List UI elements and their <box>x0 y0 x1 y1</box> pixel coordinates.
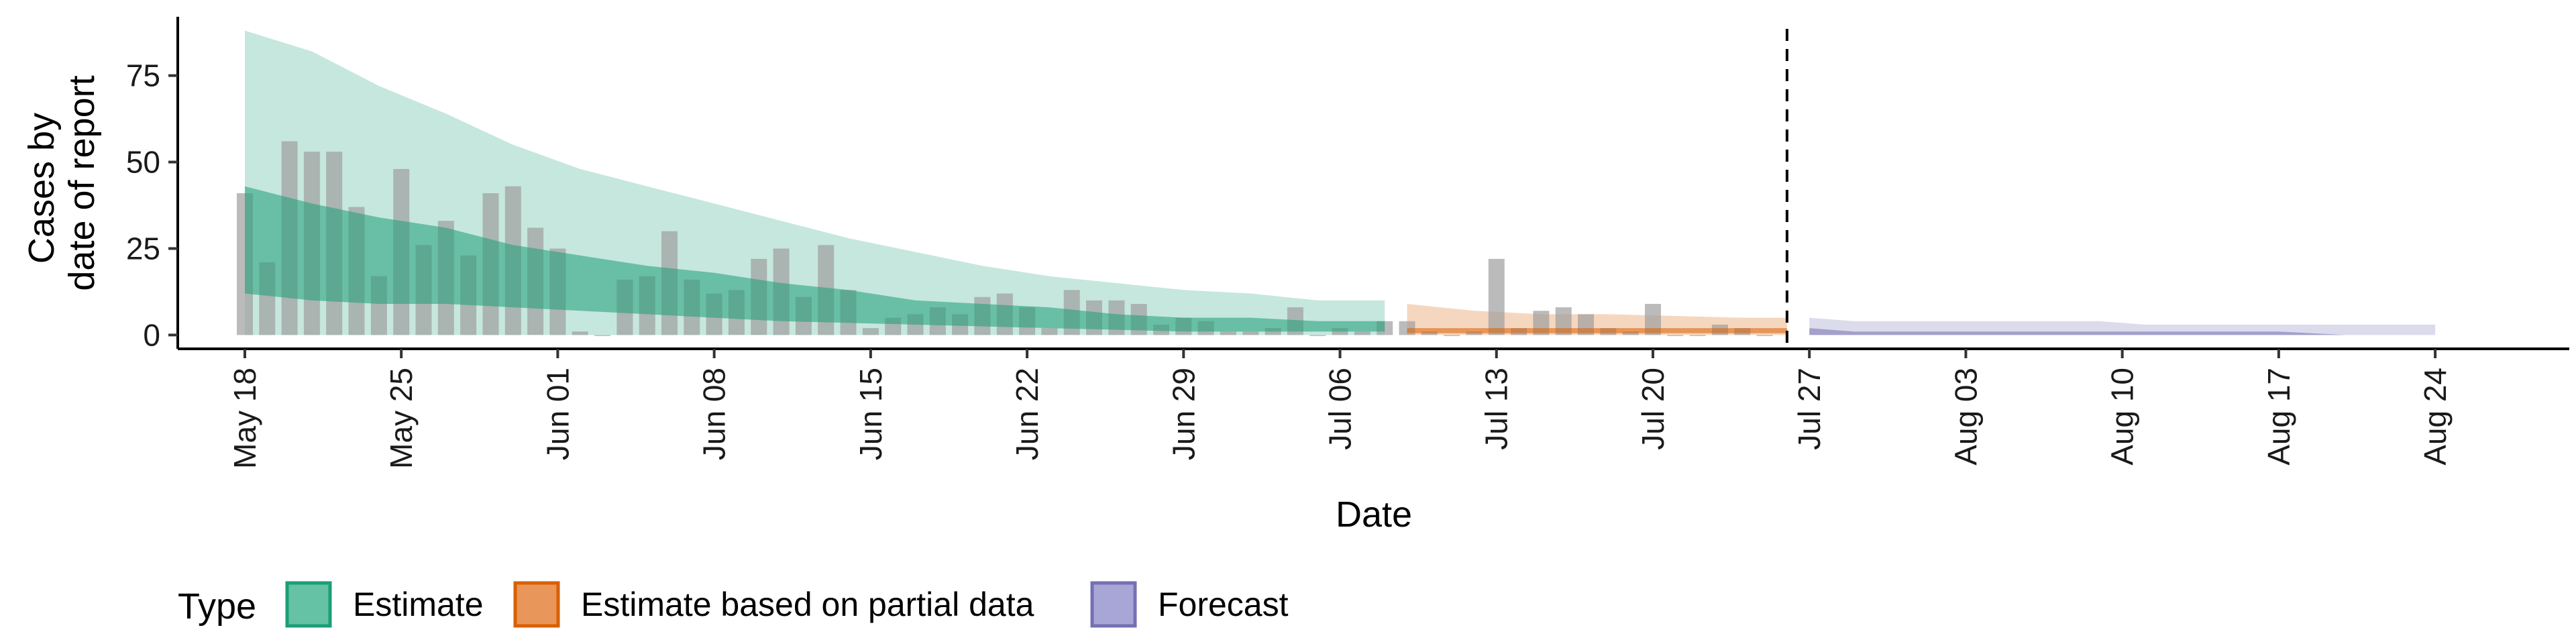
y-axis-title-line-1: Cases by <box>21 113 62 264</box>
legend-item-estimate: Estimate <box>285 581 484 628</box>
x-tick-label: Aug 17 <box>2261 368 2296 466</box>
case-bar <box>1488 258 1505 335</box>
case-bar <box>594 335 610 336</box>
legend-label: Estimate <box>353 586 484 623</box>
case-bar <box>1622 331 1639 335</box>
y-tick-label: 25 <box>126 231 160 266</box>
case-bar <box>1242 331 1259 335</box>
x-tick-label: Jul 13 <box>1479 368 1514 450</box>
x-tick-label: Jul 06 <box>1323 368 1358 450</box>
y-tick-label: 0 <box>143 317 160 352</box>
x-tick-label: May 25 <box>384 368 419 469</box>
legend-item-estimate-based-on-partial-data: Estimate based on partial data <box>513 581 1034 628</box>
case-bar <box>1466 331 1483 335</box>
x-tick-label: Jul 27 <box>1792 368 1827 450</box>
case-bar <box>1689 335 1706 336</box>
y-axis-title-line-2: date of report <box>62 75 102 290</box>
ribbon-inner-estimate-based-on-partial-data <box>1407 328 1787 333</box>
x-tick-label: Aug 03 <box>1948 368 1983 466</box>
legend-swatch <box>1090 581 1137 628</box>
case-bar <box>1756 335 1773 336</box>
axes: 0 25 50 75 May 18 May 25 Jun 01 Jun 08 Jun 15 Ju… <box>126 17 2569 469</box>
case-bar <box>1332 328 1348 335</box>
y-ticks: 0 25 50 75 <box>126 58 178 352</box>
legend: Type Estimate Estimate based on partial d… <box>178 581 1289 628</box>
x-tick-label: Aug 10 <box>2105 368 2140 466</box>
case-bar <box>1444 335 1460 336</box>
ribbons-inner <box>245 186 2436 335</box>
ribbon-outer-forecast <box>1809 317 2436 335</box>
case-bar <box>1354 331 1371 335</box>
case-bar <box>1309 335 1326 336</box>
case-bar <box>572 331 588 335</box>
x-tick-label: Jun 22 <box>1010 368 1044 460</box>
legend-swatch <box>513 581 560 628</box>
x-tick-label: Aug 24 <box>2418 368 2453 466</box>
x-tick-label: May 18 <box>227 368 262 469</box>
legend-title: Type <box>178 586 256 627</box>
x-tick-label: Jun 15 <box>853 368 888 460</box>
x-tick-label: Jun 01 <box>540 368 575 460</box>
y-axis-title: Cases by date of report <box>21 75 102 290</box>
case-bar <box>1421 331 1438 335</box>
x-tick-label: Jun 29 <box>1166 368 1201 460</box>
case-bar <box>862 328 879 335</box>
x-axis-title: Date <box>1336 494 1412 535</box>
legend-swatch <box>285 581 332 628</box>
y-tick-label: 50 <box>126 145 160 180</box>
case-bar <box>1041 328 1058 335</box>
x-tick-label: Jul 20 <box>1635 368 1670 450</box>
case-bar <box>1220 331 1236 335</box>
case-bar <box>1667 335 1684 336</box>
x-tick-label: Jun 08 <box>697 368 732 460</box>
ribbon-inner-forecast <box>1809 328 2436 335</box>
case-bar <box>1265 328 1281 335</box>
legend-label: Estimate based on partial data <box>581 586 1034 623</box>
legend-item-forecast: Forecast <box>1090 581 1289 628</box>
ribbon-inner-estimate <box>245 186 1385 332</box>
legend-label: Forecast <box>1158 586 1289 623</box>
x-ticks: May 18 May 25 Jun 01 Jun 08 Jun 15 Jun 22 Jun … <box>227 349 2453 469</box>
legend-items: Estimate Estimate based on partial data Fo… <box>285 581 1289 628</box>
y-tick-label: 75 <box>126 58 160 93</box>
